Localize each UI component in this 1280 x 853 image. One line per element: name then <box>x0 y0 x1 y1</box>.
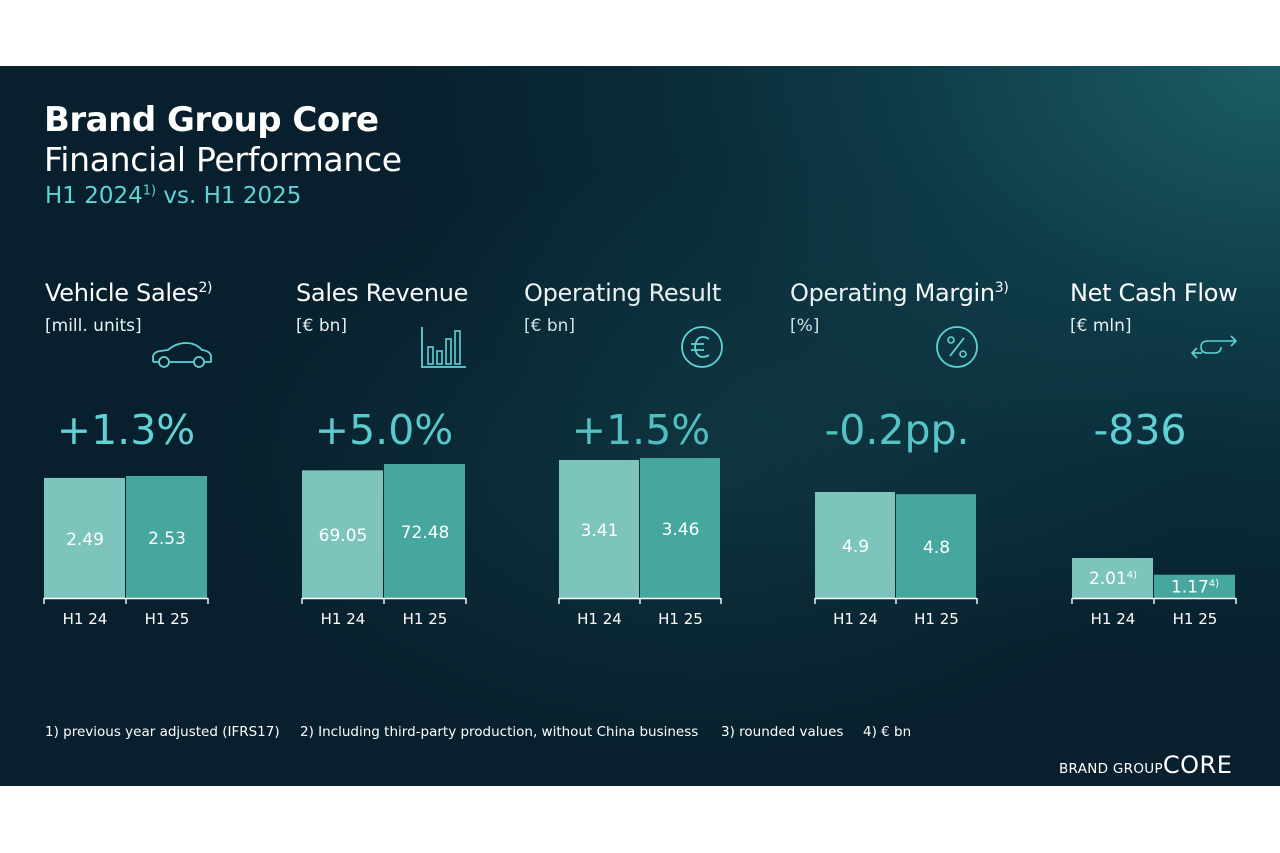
page-subtitle: Financial Performance <box>44 140 402 179</box>
footnote-4: 4) € bn <box>863 724 912 740</box>
kpi-delta-net-cash-flow: -836 <box>1093 406 1187 454</box>
bar-h1-24 <box>44 477 125 598</box>
bar-value-label: 3.46 <box>662 520 700 540</box>
x-tick-label: H1 24 <box>577 610 622 628</box>
bar-value-label: 69.05 <box>319 526 368 546</box>
bar-h1-25 <box>640 458 720 598</box>
x-tick-label: H1 25 <box>403 610 448 628</box>
bar-value-label: 4.9 <box>842 537 869 557</box>
bar-value-label: 1.174) <box>1171 577 1219 597</box>
kpi-chart-3: 4.9 H1 24 4.8 H1 25 <box>814 492 978 628</box>
kpi-unit-operating-result: [€ bn] <box>524 316 576 336</box>
kpi-chart-4: 2.014) H1 24 1.174) H1 25 <box>1071 558 1237 628</box>
bar-h1-24 <box>815 492 895 598</box>
x-tick-label: H1 24 <box>1091 610 1136 628</box>
kpi-chart-2: 3.41 H1 24 3.46 H1 25 <box>558 458 722 628</box>
page-title: Brand Group Core <box>44 100 379 140</box>
kpi-unit-vehicle-sales: [mill. units] <box>45 316 142 336</box>
footnote-3: 3) rounded values <box>721 724 844 740</box>
kpi-title-text: Operating Result <box>524 279 721 307</box>
period-footnote-ref: 1) <box>142 183 157 199</box>
bar-h1-25 <box>1154 574 1235 598</box>
kpi-unit-sales-revenue: [€ bn] <box>296 316 348 336</box>
kpi-title-vehicle-sales: Vehicle Sales2) <box>45 279 213 307</box>
kpi-title-sales-revenue: Sales Revenue <box>296 279 468 307</box>
slide: Brand Group Core Financial Performance H… <box>0 66 1280 786</box>
brand-prefix: BRAND GROUP <box>1059 761 1163 777</box>
bar-chart-icon <box>421 327 466 368</box>
car-icon <box>152 342 212 368</box>
kpi-delta-operating-result: +1.5% <box>571 406 711 454</box>
bar-h1-24 <box>1072 558 1153 598</box>
bar-h1-24 <box>302 470 383 598</box>
bar-value-label: 4.8 <box>923 538 950 558</box>
kpi-title-text: Operating Margin <box>790 279 995 307</box>
x-tick-label: H1 24 <box>833 610 878 628</box>
kpi-chart-0: 2.49 H1 24 2.53 H1 25 <box>43 476 209 628</box>
x-tick-label: H1 25 <box>914 610 959 628</box>
kpi-delta-sales-revenue: +5.0% <box>314 406 454 454</box>
percent-icon <box>936 326 978 368</box>
footnote-1: 1) previous year adjusted (IFRS17) <box>45 724 280 740</box>
bar-h1-25 <box>126 476 207 598</box>
footnote-2: 2) Including third-party production, wit… <box>300 724 699 740</box>
kpi-unit-operating-margin: [%] <box>790 316 820 336</box>
kpi-delta-vehicle-sales: +1.3% <box>56 406 196 454</box>
x-tick-label: H1 25 <box>658 610 703 628</box>
kpi-title-footnote-ref: 3) <box>994 280 1009 296</box>
kpi-unit-net-cash-flow: [€ mln] <box>1070 316 1132 336</box>
kpi-title-footnote-ref: 2) <box>198 280 213 296</box>
bar-value-label: 2.014) <box>1089 569 1137 589</box>
brand-logo: BRAND GROUPCORE <box>1059 751 1232 779</box>
bar-value-label: 3.41 <box>581 521 619 541</box>
period-label: H1 20241) vs. H1 2025 <box>45 183 301 209</box>
euro-icon <box>681 326 723 368</box>
bar-value-label: 2.49 <box>66 530 104 550</box>
kpi-title-text: Vehicle Sales <box>45 279 199 307</box>
period-prefix: H1 2024 <box>45 183 143 209</box>
period-suffix: vs. H1 2025 <box>156 183 302 209</box>
cash-flow-arrows-icon <box>1190 335 1238 359</box>
bar-h1-25 <box>896 494 976 598</box>
kpi-title-text: Sales Revenue <box>296 279 469 307</box>
x-tick-label: H1 24 <box>321 610 366 628</box>
kpi-title-operating-result: Operating Result <box>524 279 721 307</box>
bar-h1-25 <box>384 464 465 598</box>
kpi-chart-1: 69.05 H1 24 72.48 H1 25 <box>301 464 467 628</box>
bar-value-label: 2.53 <box>148 529 186 549</box>
bar-value-label: 72.48 <box>401 523 450 543</box>
x-tick-label: H1 25 <box>1173 610 1218 628</box>
kpi-title-text: Net Cash Flow <box>1070 279 1238 307</box>
kpi-title-operating-margin: Operating Margin3) <box>790 279 1009 307</box>
kpi-delta-operating-margin: -0.2pp. <box>824 406 970 454</box>
brand-name: CORE <box>1162 751 1233 779</box>
kpi-title-net-cash-flow: Net Cash Flow <box>1070 279 1238 307</box>
x-tick-label: H1 24 <box>63 610 108 628</box>
bar-h1-24 <box>559 460 639 598</box>
x-tick-label: H1 25 <box>145 610 190 628</box>
